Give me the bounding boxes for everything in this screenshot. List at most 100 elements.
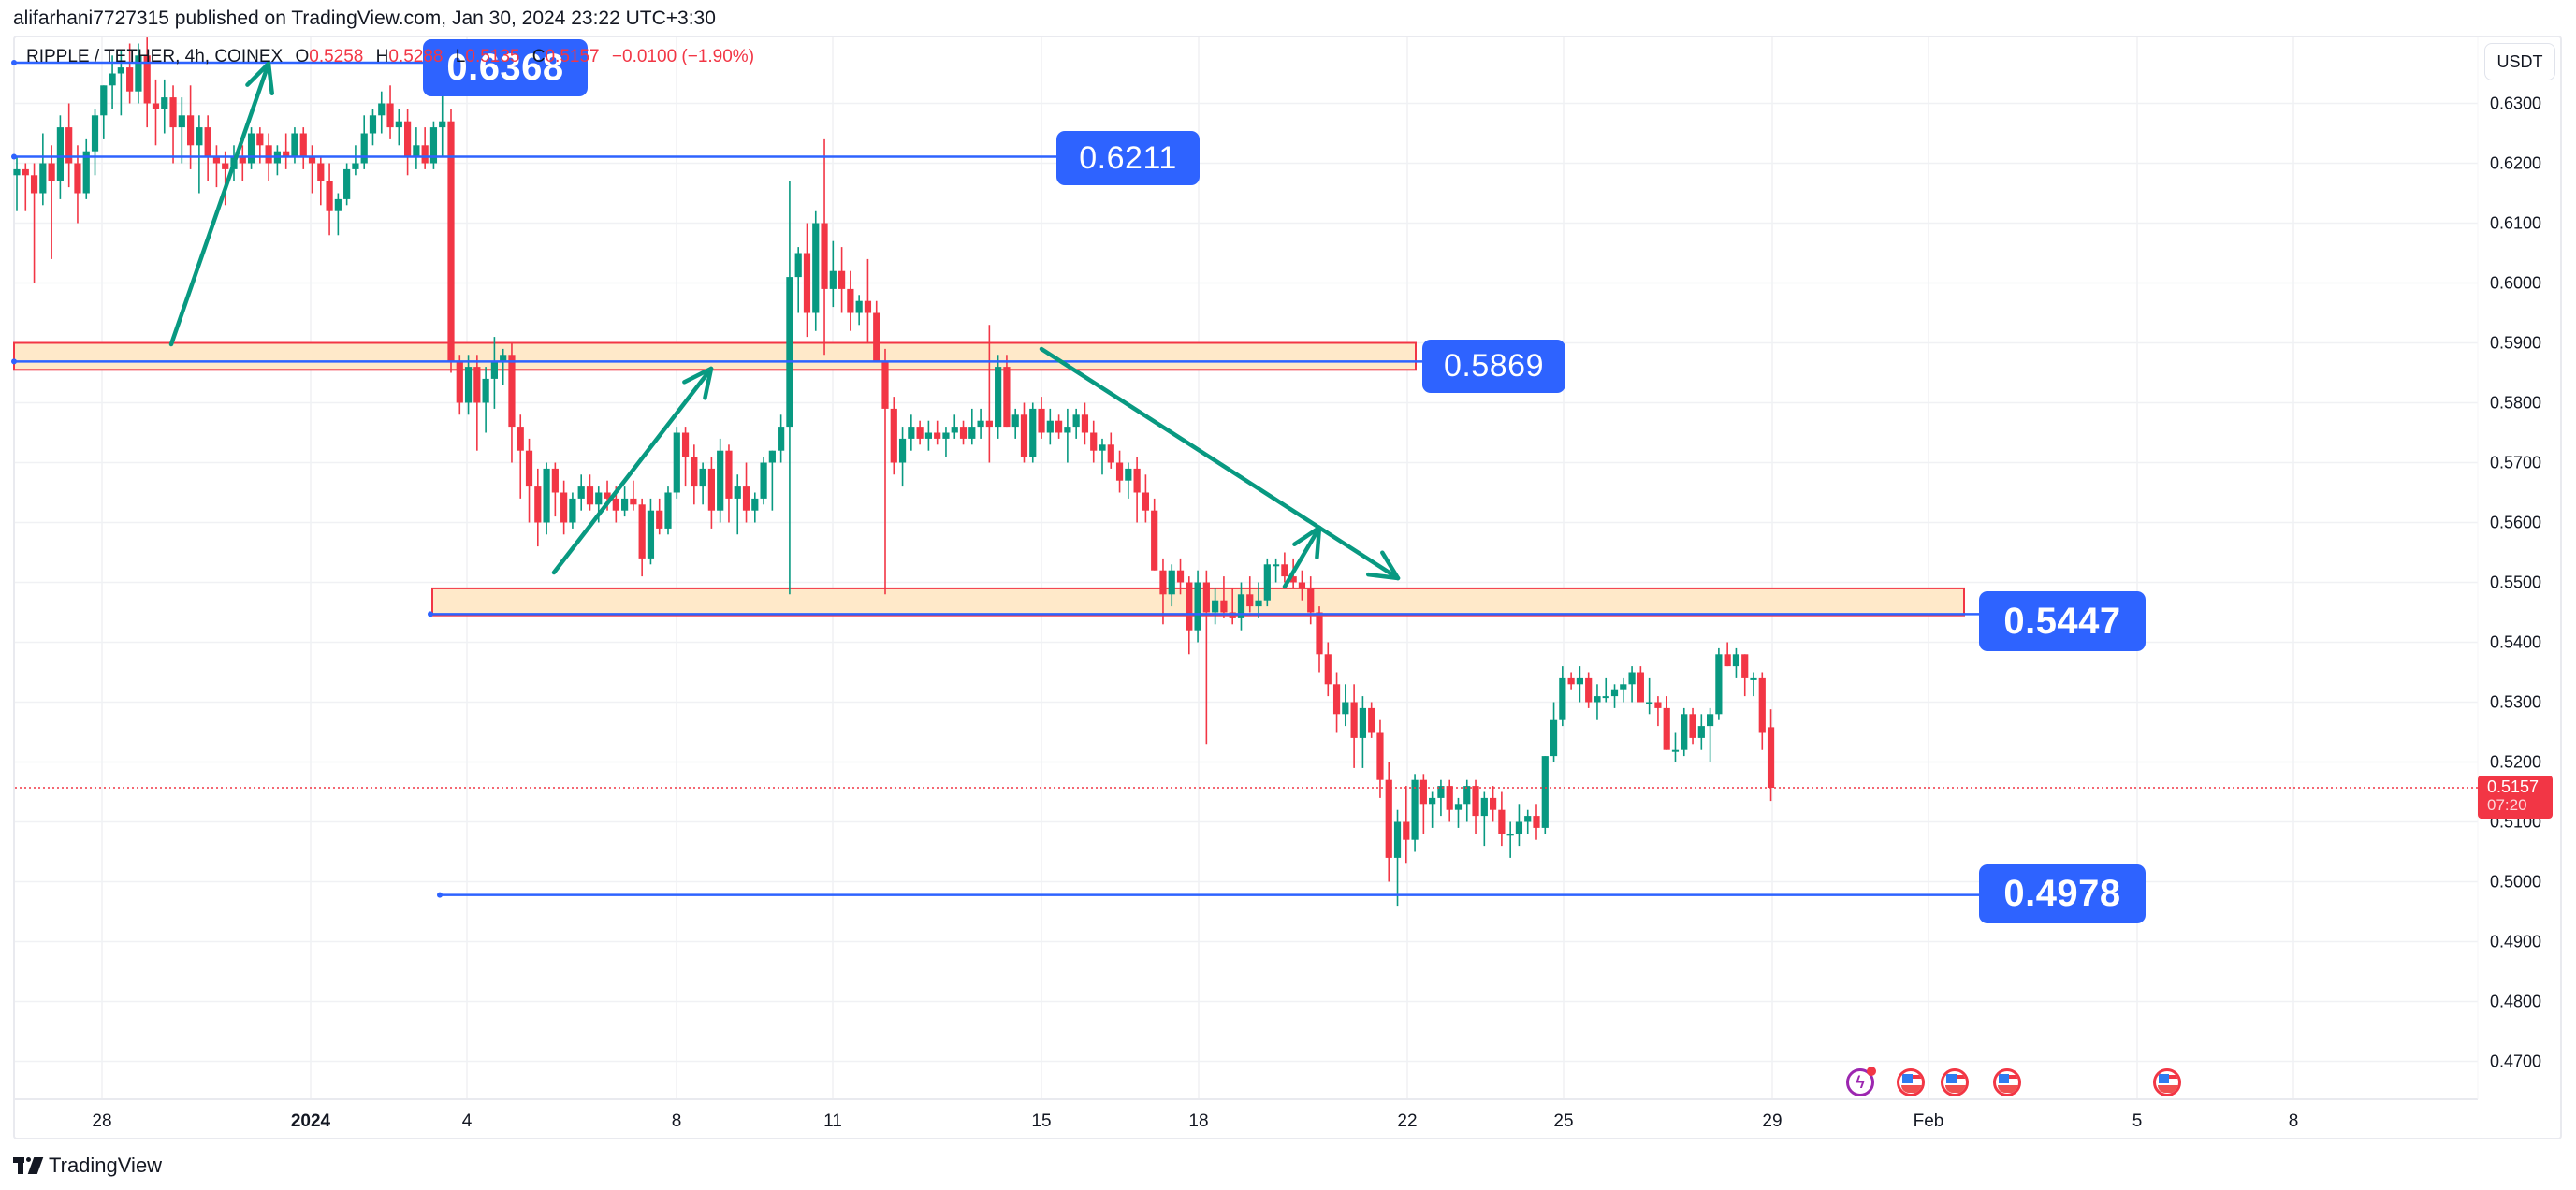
- candle-body: [1090, 432, 1098, 451]
- time-tick: 11: [823, 1111, 842, 1131]
- candle-body: [1237, 594, 1245, 618]
- level-price-label[interactable]: 0.4978: [1979, 864, 2146, 923]
- candle-body: [1437, 786, 1445, 798]
- candle-body: [638, 504, 646, 559]
- candle-body: [508, 355, 516, 428]
- candle-body: [352, 163, 359, 169]
- candle-body: [924, 432, 932, 439]
- candle-body: [1663, 707, 1670, 750]
- level-price-label[interactable]: 0.5447: [1979, 591, 2146, 651]
- candle-body: [1125, 468, 1132, 481]
- candle-body: [1610, 689, 1619, 697]
- arrow-head: [1315, 525, 1322, 560]
- price-tick: 0.5300: [2490, 692, 2542, 711]
- level-anchor: [11, 358, 17, 365]
- candle-body: [1246, 594, 1254, 607]
- candle-body: [265, 145, 272, 164]
- candle-body: [1689, 714, 1696, 738]
- candle-body: [551, 468, 559, 493]
- us-flag-event-icon[interactable]: [1897, 1068, 1925, 1096]
- supply-demand-zone: [13, 341, 1417, 371]
- candle-body: [161, 97, 168, 109]
- price-tick: 0.5800: [2490, 393, 2542, 412]
- candle-body: [1602, 696, 1609, 699]
- open-label: O: [295, 47, 310, 66]
- candle-body: [760, 462, 767, 499]
- lightning-event-icon[interactable]: ϟ: [1846, 1067, 1876, 1096]
- candle-body: [1707, 714, 1714, 727]
- candle-body: [143, 55, 151, 104]
- candle-body: [421, 145, 429, 164]
- candle-body: [1289, 576, 1297, 583]
- candle-body: [1212, 600, 1219, 613]
- time-tick: 29: [1762, 1111, 1783, 1131]
- candle-body: [734, 486, 741, 499]
- candle-body: [22, 168, 29, 176]
- candle-body: [187, 115, 195, 146]
- candle-body: [386, 103, 394, 128]
- currency-button[interactable]: USDT: [2484, 43, 2555, 80]
- candle-body: [647, 510, 655, 559]
- us-flag-event-icon[interactable]: [2153, 1068, 2181, 1096]
- tradingview-logo[interactable]: TradingView: [13, 1154, 162, 1178]
- chart-frame[interactable]: [13, 36, 2562, 1139]
- level-price-label[interactable]: 0.6368: [423, 39, 588, 96]
- price-tick: 0.6300: [2490, 94, 2542, 112]
- price-tick: 0.5500: [2490, 573, 2542, 591]
- candle-body: [30, 175, 38, 194]
- level-price-label[interactable]: 0.6211: [1056, 131, 1200, 185]
- candle-body: [239, 157, 246, 164]
- candle-body: [1159, 570, 1167, 595]
- arrow-head: [245, 61, 271, 87]
- arrow-head: [266, 61, 274, 96]
- candle-body: [56, 127, 64, 181]
- us-flag-event-icon[interactable]: [1993, 1068, 2021, 1096]
- candle-body: [1099, 444, 1106, 451]
- price-tick: 0.6000: [2490, 273, 2542, 292]
- candle-body: [1524, 816, 1532, 822]
- candle-body: [821, 223, 828, 289]
- candle-body: [1046, 420, 1054, 433]
- candle-body: [178, 115, 185, 128]
- time-tick: 8: [2288, 1111, 2299, 1131]
- low-value: 0.5135: [465, 47, 520, 66]
- candle-body: [1029, 408, 1037, 457]
- last-price-tag: 0.5157 07:20: [2478, 776, 2553, 819]
- candle-body: [707, 468, 715, 511]
- close-label: C: [531, 47, 546, 66]
- level-anchor: [428, 611, 433, 617]
- candle-body: [464, 367, 473, 403]
- candle-body: [1342, 702, 1349, 715]
- us-flag-event-icon[interactable]: [1941, 1068, 1969, 1096]
- candle-body: [395, 121, 402, 128]
- level-price-label[interactable]: 0.5869: [1422, 340, 1565, 393]
- candle-body: [1750, 677, 1757, 680]
- time-tick: 8: [671, 1111, 682, 1131]
- candle-body: [413, 145, 420, 158]
- candle-body: [1133, 468, 1141, 493]
- candle-body: [725, 450, 733, 499]
- candle-body: [1168, 570, 1175, 595]
- candle-body: [977, 420, 984, 428]
- candle-body: [1003, 367, 1011, 428]
- time-tick: 18: [1188, 1111, 1209, 1131]
- brand-name: TradingView: [49, 1154, 163, 1177]
- candle-body: [1515, 821, 1523, 834]
- candle-body: [717, 450, 724, 511]
- trend-arrow: [1282, 525, 1322, 589]
- price-tick: 0.5900: [2490, 333, 2542, 352]
- open-value: 0.5258: [309, 47, 364, 66]
- candle-body: [74, 163, 81, 194]
- candle-body: [577, 486, 585, 499]
- candle-body: [855, 300, 863, 313]
- last-price: 0.5157: [2487, 777, 2540, 796]
- candle-body: [212, 157, 221, 164]
- candle-body: [1115, 462, 1124, 481]
- candle-body: [942, 432, 950, 439]
- candle-body: [681, 432, 690, 457]
- symbol-name[interactable]: RIPPLE / TETHER, 4h, COINEX: [26, 47, 284, 66]
- candle-body: [369, 115, 377, 134]
- high-label: H: [375, 47, 389, 66]
- candle-body: [13, 168, 21, 176]
